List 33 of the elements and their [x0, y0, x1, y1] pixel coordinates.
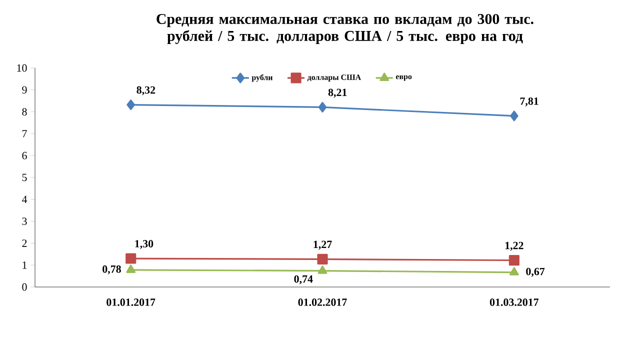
y-tick-label: 0 — [22, 283, 27, 291]
point — [126, 264, 136, 273]
data-label: 0,78 — [102, 265, 121, 274]
point — [508, 254, 520, 266]
y-tick-label: 9 — [22, 86, 27, 94]
data-label: 0,67 — [526, 268, 545, 277]
y-tick-label: 6 — [22, 152, 27, 160]
y-tick-label: 4 — [22, 196, 28, 204]
data-label: 1,27 — [314, 240, 332, 250]
point — [318, 102, 327, 112]
data-label: 7,81 — [520, 97, 538, 106]
point — [509, 267, 519, 276]
y-tick-label: 7 — [22, 130, 27, 138]
data-label: 8,32 — [136, 86, 156, 96]
y-tick-label: 5 — [22, 174, 27, 182]
x-tick-label: 01.02.2017 — [298, 298, 347, 306]
x-tick-label: 01.01.2017 — [106, 298, 156, 306]
chart-title: Средняя максимальная ставка по вкладам до 300 тыс. рублей / 5 тыс. долларов США / 5 тыс. евро на год — [156, 14, 534, 44]
point — [317, 254, 328, 264]
y-tick-label: 1 — [22, 261, 27, 269]
y-tick-label: 8 — [22, 108, 27, 116]
data-label: 8,21 — [328, 88, 347, 98]
data-label: 1,22 — [505, 242, 524, 251]
data-label: 1,30 — [135, 240, 154, 250]
point — [318, 266, 328, 274]
y-tick-label: 10 — [17, 64, 27, 72]
x-tick-label: 01.03.2017 — [490, 298, 539, 306]
y-tick-label: 3 — [22, 218, 27, 225]
point — [126, 253, 136, 264]
point — [126, 100, 135, 110]
point — [510, 110, 518, 122]
data-label: 0,74 — [294, 275, 313, 284]
y-tick-label: 2 — [22, 240, 27, 247]
